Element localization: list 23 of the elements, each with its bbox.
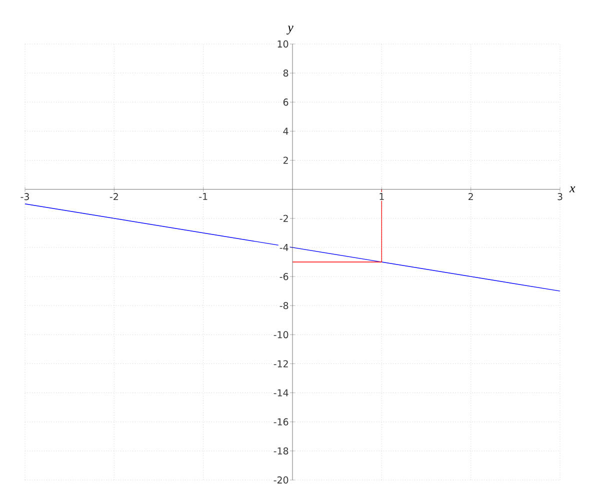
- y-tick-label: 4: [283, 128, 288, 135]
- y-tick-label: -4: [280, 244, 288, 251]
- x-tick-label: -2: [110, 193, 118, 200]
- y-tick-label: -20: [274, 476, 288, 484]
- y-tick-label: 8: [283, 69, 288, 77]
- y-tick-label: -6: [280, 272, 288, 280]
- x-axis-title: x: [569, 186, 576, 192]
- x-tick-label: -1: [199, 193, 208, 200]
- x-tick-label: 2: [468, 193, 473, 200]
- x-tick-label: 3: [558, 193, 562, 200]
- y-tick-label: 10: [278, 40, 288, 48]
- y-tick-label: -16: [274, 418, 288, 426]
- x-tick-label: 1: [380, 193, 384, 200]
- y-tick-label: 6: [283, 98, 288, 106]
- y-axis-title: y: [286, 26, 294, 34]
- y-tick-label: -8: [280, 302, 288, 310]
- x-tick-label: -3: [20, 193, 29, 200]
- y-tick-label: -12: [274, 360, 288, 368]
- y-tick-label: -14: [274, 389, 288, 396]
- y-tick-label: -18: [274, 447, 288, 455]
- y-tick-label: 2: [283, 156, 288, 164]
- y-tick-label: -2: [280, 214, 288, 222]
- y-tick-label: -10: [274, 331, 288, 338]
